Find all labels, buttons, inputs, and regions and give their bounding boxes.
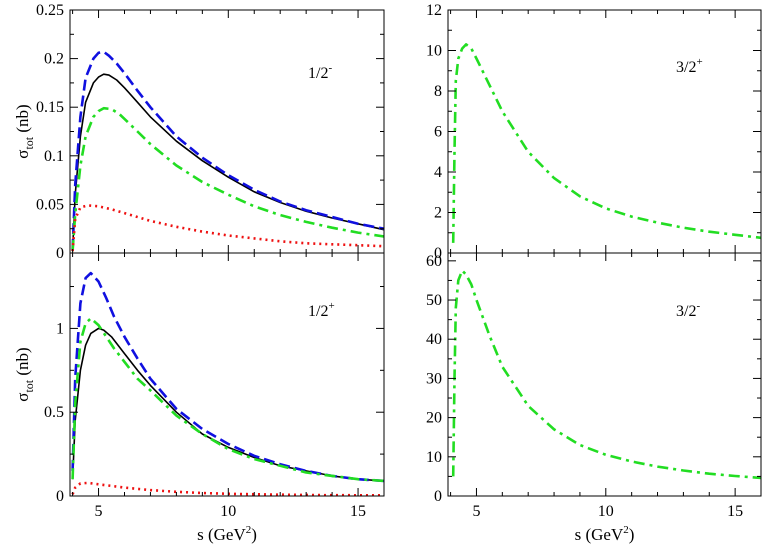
y-tick-label: 8 [434,83,442,100]
series-group [71,271,384,496]
x-tick-label: 10 [220,503,236,520]
series-dash-dot-line [451,43,761,243]
y-tick-label: 0 [56,488,64,505]
series-total-line [71,73,384,251]
x-axis-title-superscript: 2 [246,524,252,536]
plot-frame [447,252,762,497]
x-tick-label: 15 [727,503,743,520]
y-tick-label: 50 [426,292,442,309]
panel-top-right: 0 2 4 6 8 10 12 3/2+ [426,2,762,262]
y-tick-label: 60 [426,253,442,270]
y-tick-label: 10 [426,43,442,60]
series-dash-dot-line [71,106,384,252]
series-dotted-line [71,204,384,252]
x-tick-label: 5 [95,503,103,520]
y-tick-label: 4 [434,164,442,181]
series-dash-dot-line [451,269,761,480]
series-dash-dot-line [71,317,384,483]
plot-frame [69,252,385,497]
y-tick-label: 0.15 [36,99,64,116]
plot-frame [447,9,762,254]
y-tick-label: 30 [426,370,442,387]
series-dotted-line [71,481,384,496]
panel-label: 3/2+ [676,56,703,76]
x-axis-title-close: ) [251,525,257,544]
y-tick-label: 6 [434,124,442,141]
y-axis-title: σtot (nb) [13,104,36,158]
y-tick-label: 20 [426,410,442,427]
x-axis-title: s (GeV2) [197,524,257,544]
series-dashed-line [71,50,384,251]
panel-label-superscript: - [696,300,700,312]
y-tick-label: 2 [434,205,442,222]
y-tick-label: 0 [56,245,64,262]
panel-top-left: 0 0.05 0.1 0.15 0.2 0.25 1/2- σtot (nb) [13,2,385,262]
series-dashed-line [71,271,384,483]
panel-label: 1/2+ [308,300,335,320]
x-axis-title-close: ) [629,525,635,544]
y-tick-label: 0.1 [44,148,64,165]
panel-label-superscript: + [696,56,702,68]
plot-frame [69,9,385,254]
panel-bottom-left: 5 10 15 0 0.5 1 1/2+ σtot (nb) s (GeV2) [13,252,385,544]
x-tick-label: 15 [350,503,366,520]
x-axis-title: s (GeV2) [575,524,635,544]
y-tick-label: 0.05 [36,196,64,213]
y-tick-label: 0 [434,488,442,505]
x-tick-label: 5 [472,503,480,520]
panel-label: 3/2- [676,300,700,320]
y-tick-label: 40 [426,331,442,348]
panel-bottom-right: 5 10 15 0 10 20 30 40 50 60 3/2- s (GeV2) [426,252,762,544]
y-axis-title-unit: (nb) [13,104,32,137]
y-tick-label: 0.5 [44,404,64,421]
series-group [451,43,761,243]
y-tick-label: 12 [426,2,442,19]
y-tick-label: 1 [56,320,64,337]
y-axis-title-subscript: tot [22,136,36,149]
series-group [71,50,384,252]
x-axis-title-superscript: 2 [623,524,629,536]
y-axis-title-unit: (nb) [13,347,32,380]
panel-label-superscript: + [328,300,334,312]
series-group [451,269,761,480]
series-total-line [71,327,384,482]
y-tick-label: 0.25 [36,2,64,19]
y-tick-label: 0.2 [44,51,64,68]
panel-label: 1/2- [308,62,332,82]
y-axis-title: σtot (nb) [13,347,36,401]
y-axis-title-subscript: tot [22,379,36,392]
y-tick-label: 0 [434,245,442,262]
y-tick-label: 10 [426,449,442,466]
panel-label-superscript: - [328,62,332,74]
x-tick-label: 10 [598,503,614,520]
